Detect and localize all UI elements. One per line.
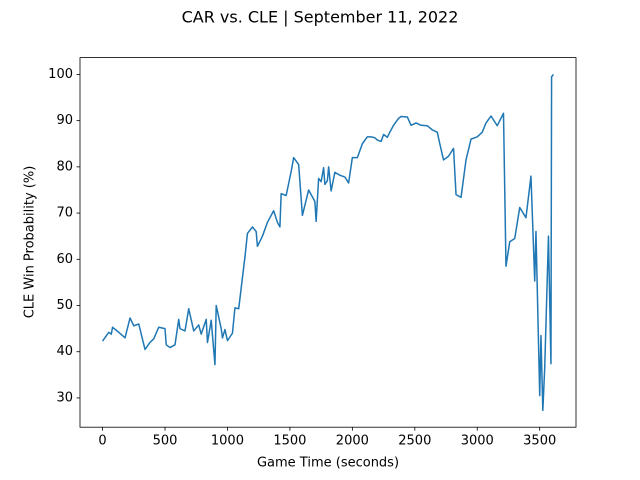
x-tick-label: 0 [98,434,106,449]
x-axis-label: Game Time (seconds) [257,456,399,471]
x-tick-label: 3500 [523,434,556,449]
x-tick-label: 2000 [336,434,369,449]
y-axis-label: CLE Win Probability (%) [23,166,38,319]
y-tick-label: 60 [56,252,73,267]
chart-title: CAR vs. CLE | September 11, 2022 [182,8,459,27]
x-tick-label: 1000 [211,434,244,449]
x-tick-label: 1500 [273,434,306,449]
x-tick-label: 2500 [398,434,431,449]
y-tick-label: 100 [48,67,73,82]
y-tick-label: 90 [56,113,73,128]
x-tick-label: 3000 [461,434,494,449]
y-tick-label: 30 [56,390,73,405]
x-tick-label: 500 [153,434,178,449]
plot-frame [79,57,577,428]
y-tick-label: 50 [56,298,73,313]
y-tick-label: 70 [56,206,73,221]
y-tick-label: 40 [56,344,73,359]
y-tick-label: 80 [56,159,73,174]
data-line [101,73,555,412]
